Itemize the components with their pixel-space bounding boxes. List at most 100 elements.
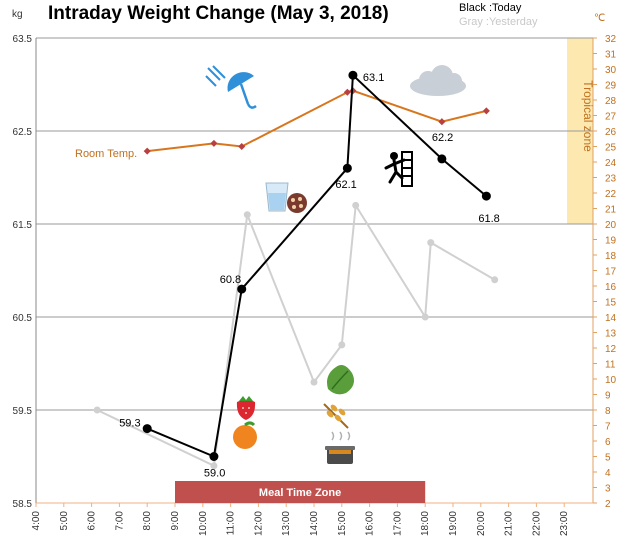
room-temp-point — [210, 139, 218, 147]
y2-tick-label: 31 — [605, 50, 617, 61]
y2-tick-label: 6 — [605, 437, 611, 448]
y2-tick-label: 4 — [605, 468, 611, 479]
series-room-temp — [143, 87, 490, 155]
x-tick-label: 6:00 — [87, 511, 98, 531]
x-tick-label: 9:00 — [170, 511, 181, 531]
x-tick-label: 8:00 — [142, 511, 153, 531]
y2-tick-label: 23 — [605, 174, 617, 185]
y2-tick-label: 29 — [605, 81, 617, 92]
legend-today: Black :Today — [459, 2, 522, 14]
room-temp-point — [238, 142, 246, 151]
today-data-label: 59.0 — [204, 468, 225, 480]
y2-tick-label: 17 — [605, 267, 617, 278]
y2-tick-label: 15 — [605, 298, 617, 309]
today-data-label: 62.2 — [432, 132, 453, 144]
yesterday-point — [310, 378, 318, 386]
y2-tick-label: 18 — [605, 251, 617, 262]
series-today: 59.3 59.0 60.8 62.1 63.1 62.2 61.8 — [119, 70, 500, 480]
today-point — [342, 163, 352, 173]
y2-tick-label: 19 — [605, 236, 617, 247]
y2-tick-label: 26 — [605, 127, 617, 138]
today-data-label: 59.3 — [119, 418, 140, 430]
today-point — [209, 452, 219, 461]
y2-tick-label: 30 — [605, 65, 617, 76]
y2-tick-label: 22 — [605, 189, 617, 200]
y2-tick-label: 25 — [605, 143, 617, 154]
today-point — [237, 284, 247, 294]
cloud-icon — [410, 65, 466, 96]
x-tick-label: 22:00 — [531, 511, 542, 536]
y2-tick-label: 2 — [605, 499, 611, 510]
y2-tick-label: 32 — [605, 34, 617, 45]
yesterday-point — [243, 211, 251, 219]
y2-tick-label: 12 — [605, 344, 617, 355]
x-tick-label: 16:00 — [365, 511, 376, 536]
x-tick-label: 7:00 — [114, 511, 125, 531]
room-temp-point — [482, 107, 490, 115]
y2-tick-label: 13 — [605, 329, 617, 340]
y2-tick-label: 11 — [605, 360, 616, 371]
yesterday-point — [338, 341, 346, 349]
strawberry-icon — [236, 396, 256, 420]
y2-tick-label: 10 — [605, 375, 617, 386]
x-tick-label: 19:00 — [448, 511, 459, 536]
x-tick-label: 5:00 — [59, 511, 70, 531]
today-point — [437, 154, 447, 164]
x-tick-label: 12:00 — [253, 511, 264, 536]
y2-tick-label: 21 — [605, 205, 617, 216]
x-axis-ticks: 4:00 5:00 6:00 7:00 8:00 9:00 10:00 11:00 12:00 1… — [31, 503, 570, 536]
today-point — [481, 191, 491, 201]
x-tick-label: 11:00 — [226, 511, 237, 536]
yesterday-point — [421, 313, 429, 321]
yesterday-line — [96, 202, 496, 468]
room-temp-point — [343, 88, 351, 96]
x-tick-label: 14:00 — [309, 511, 320, 536]
y2-tick-label: 14 — [605, 313, 617, 324]
x-tick-label: 13:00 — [281, 511, 292, 536]
x-tick-label: 10:00 — [198, 511, 209, 536]
cooking-pot-icon — [325, 431, 355, 464]
meal-time-zone-band — [175, 481, 426, 503]
x-tick-label: 18:00 — [420, 511, 431, 536]
y-tick-label: 61.5 — [13, 220, 33, 231]
today-data-label: 61.8 — [478, 213, 499, 225]
today-data-label: 62.1 — [335, 179, 356, 191]
y-tick-label: 62.5 — [13, 127, 33, 138]
y2-tick-label: 27 — [605, 112, 617, 123]
climbing-icon — [384, 151, 413, 187]
water-glass-icon — [265, 182, 289, 212]
y-tick-label: 59.5 — [13, 406, 33, 417]
room-temp-point — [438, 118, 446, 126]
y2-tick-label: 3 — [605, 484, 611, 495]
y2-tick-label: 16 — [605, 282, 617, 293]
grid-lines — [36, 37, 593, 504]
wheat-icon — [323, 403, 349, 429]
yesterday-point — [491, 276, 499, 284]
x-tick-label: 20:00 — [476, 511, 487, 536]
y2-tick-label: 9 — [605, 391, 611, 402]
yesterday-point — [210, 462, 218, 470]
x-tick-label: 4:00 — [31, 511, 42, 531]
yesterday-point — [93, 406, 101, 414]
today-point — [142, 424, 152, 434]
orange-icon — [233, 421, 257, 449]
yesterday-point — [427, 239, 435, 247]
meal-time-zone-label: Meal Time Zone — [259, 487, 341, 499]
y-axis-ticks: 58.5 59.5 60.5 61.5 62.5 63.5 — [13, 34, 33, 510]
lettuce-icon — [327, 365, 354, 395]
x-tick-label: 23:00 — [559, 511, 570, 536]
room-temp-point — [143, 147, 151, 155]
y2-axis-ticks: 2345678910111213141516171819202122232425… — [593, 34, 617, 510]
y-tick-label: 58.5 — [13, 499, 33, 510]
x-tick-label: 21:00 — [504, 511, 515, 536]
y2-tick-label: 7 — [605, 422, 611, 433]
today-data-label: 63.1 — [363, 72, 384, 84]
legend-yesterday: Gray :Yesterday — [459, 16, 538, 28]
today-point — [348, 70, 358, 80]
y2-tick-label: 28 — [605, 96, 617, 107]
y-axis-unit: kg — [12, 9, 23, 20]
x-tick-label: 17:00 — [392, 511, 403, 536]
y2-tick-label: 24 — [605, 158, 617, 169]
y2-tick-label: 5 — [605, 453, 611, 464]
